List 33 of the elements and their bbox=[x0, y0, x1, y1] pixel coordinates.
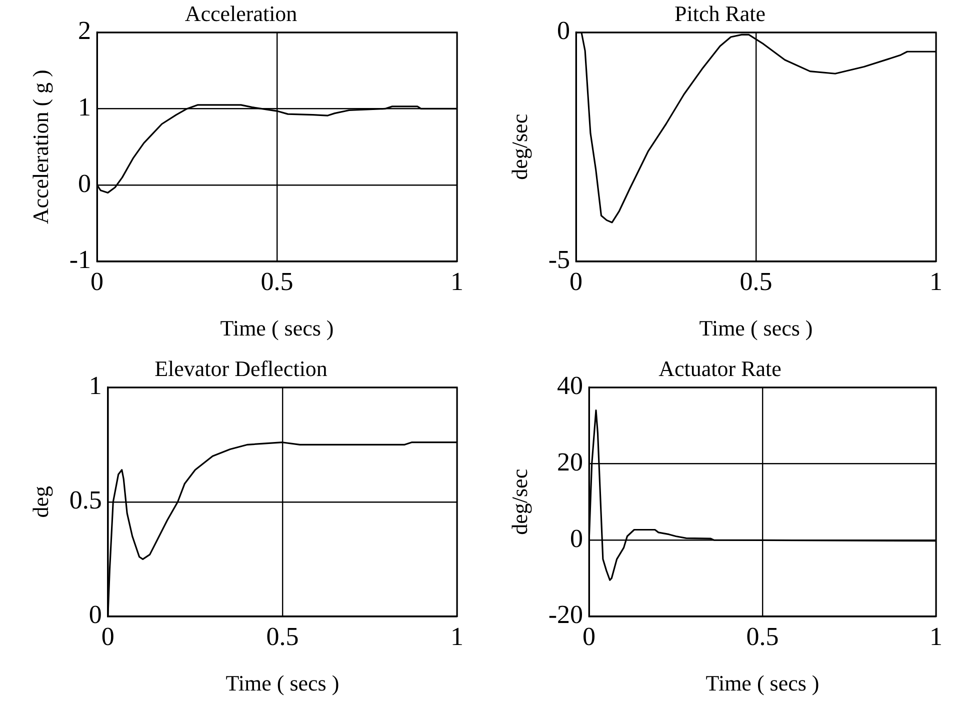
x-axis-title: Time ( secs ) bbox=[706, 670, 820, 696]
chart-title: Acceleration bbox=[184, 0, 298, 26]
chart-title: Pitch Rate bbox=[674, 0, 766, 26]
y-tick-label: 0.5 bbox=[69, 486, 102, 515]
y-tick-label: 1 bbox=[78, 92, 92, 122]
y-axis-title: deg bbox=[28, 486, 53, 518]
y-tick-label: 0 bbox=[570, 524, 584, 553]
x-tick-label: 1 bbox=[930, 266, 942, 296]
y-tick-label: 20 bbox=[557, 448, 584, 477]
x-tick-label: 0.5 bbox=[746, 622, 779, 651]
y-tick-label: -1 bbox=[69, 245, 92, 274]
y-axis-title: Acceleration ( g ) bbox=[28, 70, 53, 224]
y-tick-label: 0 bbox=[557, 16, 570, 46]
x-tick-label: 0.5 bbox=[740, 266, 772, 296]
chart-title: Elevator Deflection bbox=[154, 356, 328, 381]
x-axis-title: Time ( secs ) bbox=[220, 316, 334, 341]
x-tick-label: 1 bbox=[450, 622, 464, 651]
y-tick-label: 2 bbox=[78, 16, 92, 46]
x-tick-label: 1 bbox=[930, 622, 942, 651]
x-axis-title: Time ( secs ) bbox=[699, 316, 813, 341]
x-axis-title: Time ( secs ) bbox=[226, 670, 340, 696]
y-tick-label: 0 bbox=[78, 168, 92, 198]
x-tick-label: 0.5 bbox=[260, 266, 294, 296]
x-tick-label: 1 bbox=[450, 266, 464, 296]
x-tick-label: 0.5 bbox=[266, 622, 299, 651]
chart-title: Actuator Rate bbox=[658, 356, 782, 381]
y-tick-label: 40 bbox=[557, 371, 584, 400]
y-axis-title: deg/sec bbox=[506, 468, 532, 535]
y-tick-label: 1 bbox=[88, 371, 102, 400]
y-axis-title: deg/sec bbox=[506, 114, 532, 180]
y-tick-label: 0 bbox=[88, 600, 102, 630]
y-tick-label: -5 bbox=[548, 245, 570, 274]
y-tick-label: -20 bbox=[548, 600, 584, 630]
